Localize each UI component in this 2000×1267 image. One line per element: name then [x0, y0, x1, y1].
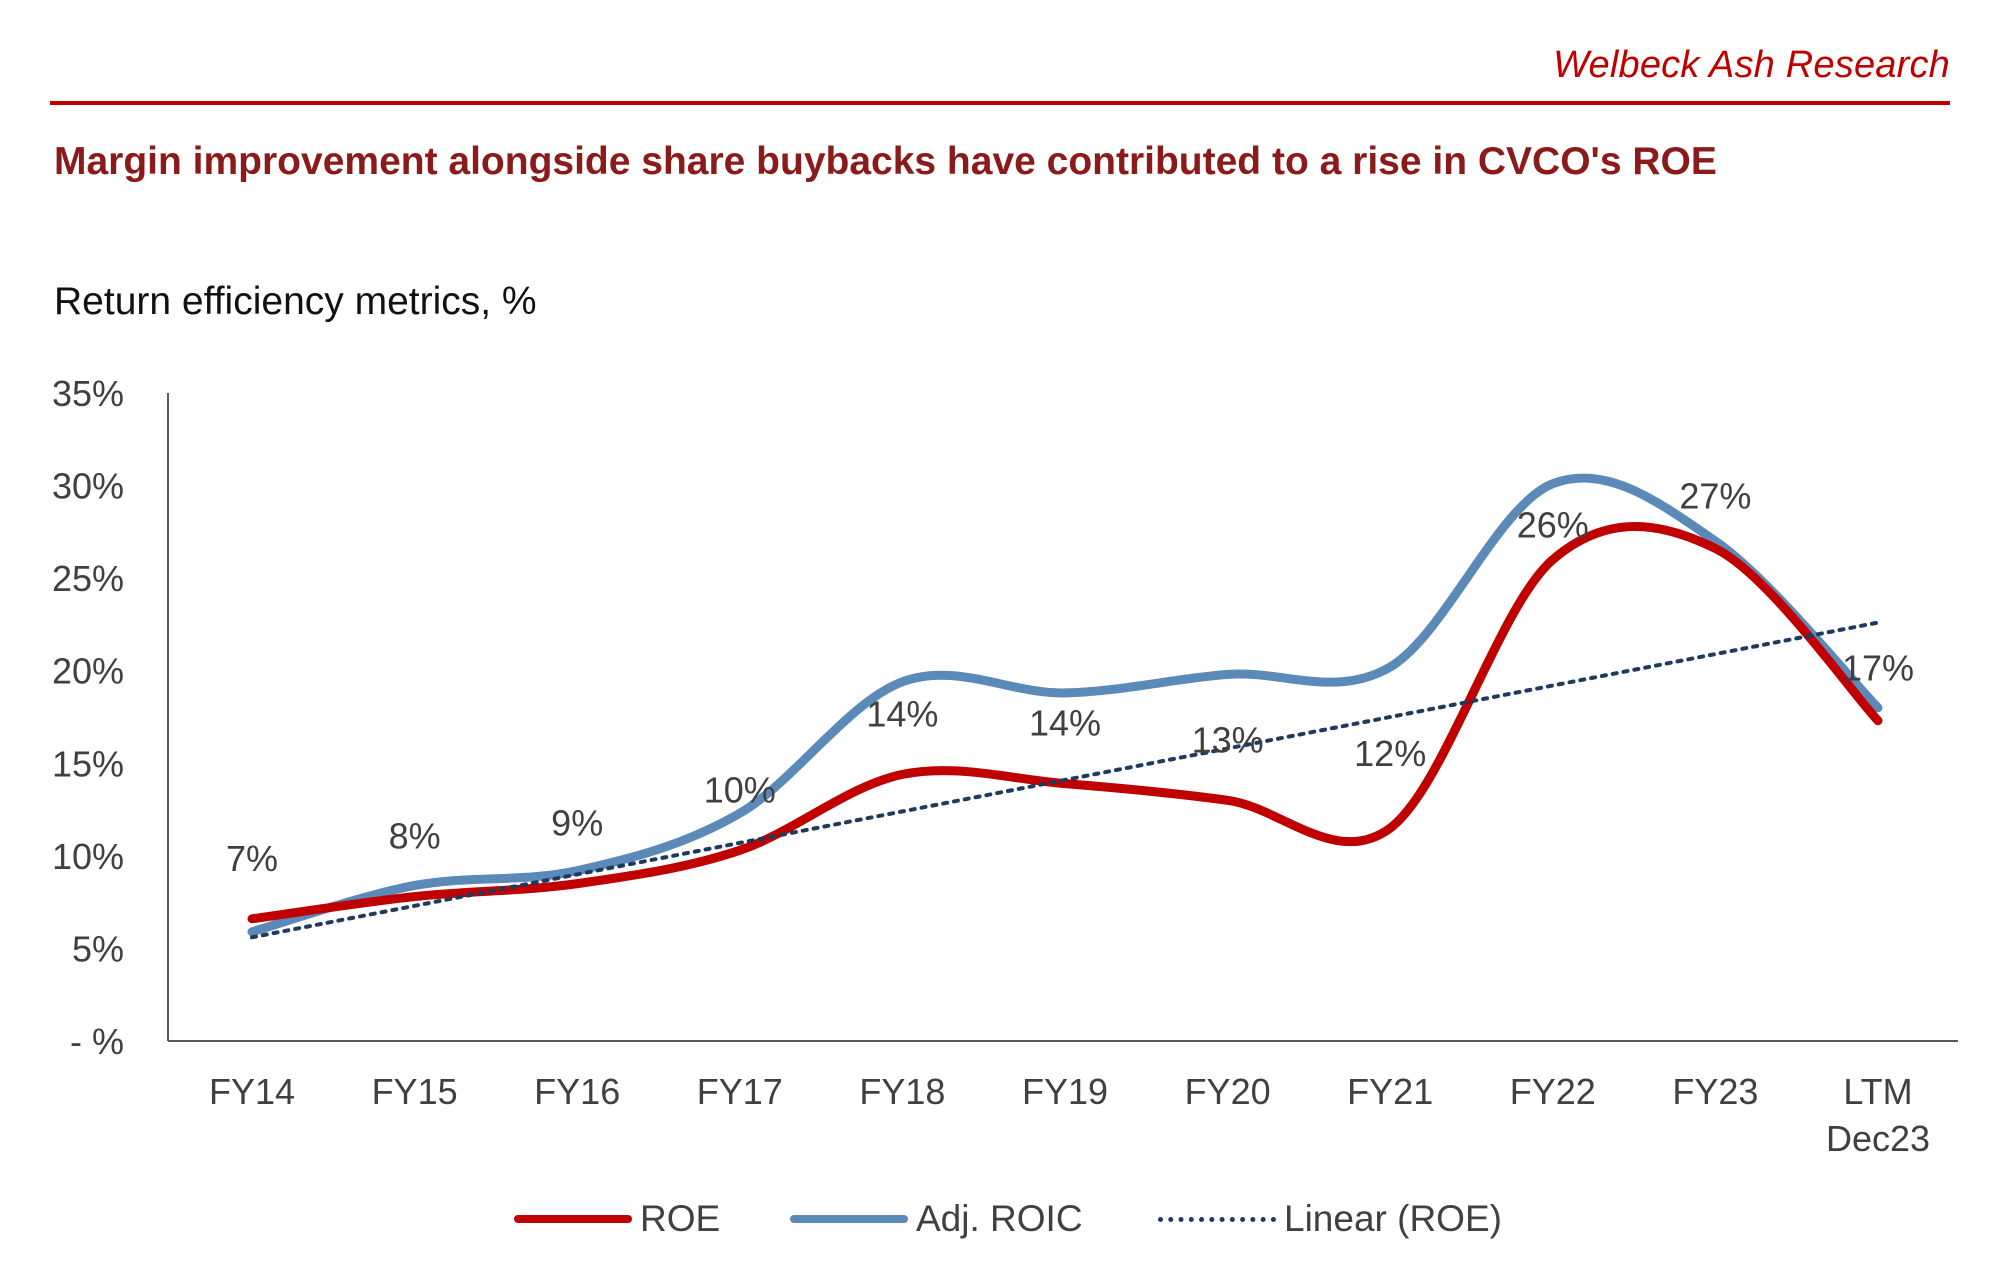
y-tick-label: - %	[70, 1021, 124, 1062]
x-tick-label: FY14	[209, 1071, 295, 1112]
legend-swatch-roe	[514, 1215, 632, 1223]
roe-data-label: 14%	[1029, 703, 1101, 744]
series-line-linear-roe	[250, 620, 1880, 940]
legend-item-roic: Adj. ROIC	[790, 1198, 1083, 1240]
y-tick-label: 5%	[72, 928, 124, 969]
roe-data-label: 26%	[1517, 505, 1589, 546]
series-line-adj-roic	[247, 473, 1883, 937]
x-tick-label: FY19	[1022, 1071, 1108, 1112]
roe-data-label: 8%	[389, 816, 441, 857]
legend-label-linear: Linear (ROE)	[1284, 1198, 1502, 1239]
roe-data-label: 10%	[704, 769, 776, 810]
chart-subtitle: Return efficiency metrics, %	[54, 280, 537, 323]
y-tick-label: 20%	[52, 651, 124, 692]
x-tick-label: FY15	[372, 1071, 458, 1112]
roe-data-label: 9%	[551, 803, 603, 844]
x-tick-label: FY22	[1510, 1071, 1596, 1112]
legend-label-roic: Adj. ROIC	[916, 1198, 1083, 1239]
header-rule	[50, 101, 1950, 105]
legend-label-roe: ROE	[640, 1198, 721, 1239]
x-tick-label: FY18	[859, 1071, 945, 1112]
x-tick-label: LTM	[1843, 1071, 1912, 1112]
x-tick-label: FY16	[534, 1071, 620, 1112]
roe-data-label: 14%	[866, 693, 938, 734]
y-tick-label: 35%	[52, 373, 124, 414]
x-tick-label: FY23	[1672, 1071, 1758, 1112]
y-tick-label: 25%	[52, 558, 124, 599]
x-tick-label: FY20	[1185, 1071, 1271, 1112]
y-tick-label: 15%	[52, 743, 124, 784]
chart-legend: ROE Adj. ROIC Linear (ROE)	[0, 1198, 2000, 1248]
x-tick-label: FY21	[1347, 1071, 1433, 1112]
roe-data-label: 27%	[1679, 476, 1751, 517]
x-tick-label: Dec23	[1826, 1118, 1930, 1159]
legend-swatch-linear	[1158, 1216, 1276, 1222]
y-tick-label: 10%	[52, 836, 124, 877]
roe-data-label: 12%	[1354, 733, 1426, 774]
chart-title: Margin improvement alongside share buyba…	[54, 140, 1717, 183]
x-tick-label: FY17	[697, 1071, 783, 1112]
legend-item-roe: ROE	[514, 1198, 720, 1240]
roe-data-label: 17%	[1842, 648, 1914, 689]
roe-data-label: 13%	[1192, 719, 1264, 760]
brand-label: Welbeck Ash Research	[1553, 44, 1950, 86]
y-tick-label: 30%	[52, 466, 124, 507]
roe-data-label: 7%	[226, 838, 278, 879]
legend-item-linear: Linear (ROE)	[1158, 1198, 1502, 1240]
legend-swatch-roic	[790, 1215, 908, 1223]
series-line-roe	[247, 522, 1883, 924]
